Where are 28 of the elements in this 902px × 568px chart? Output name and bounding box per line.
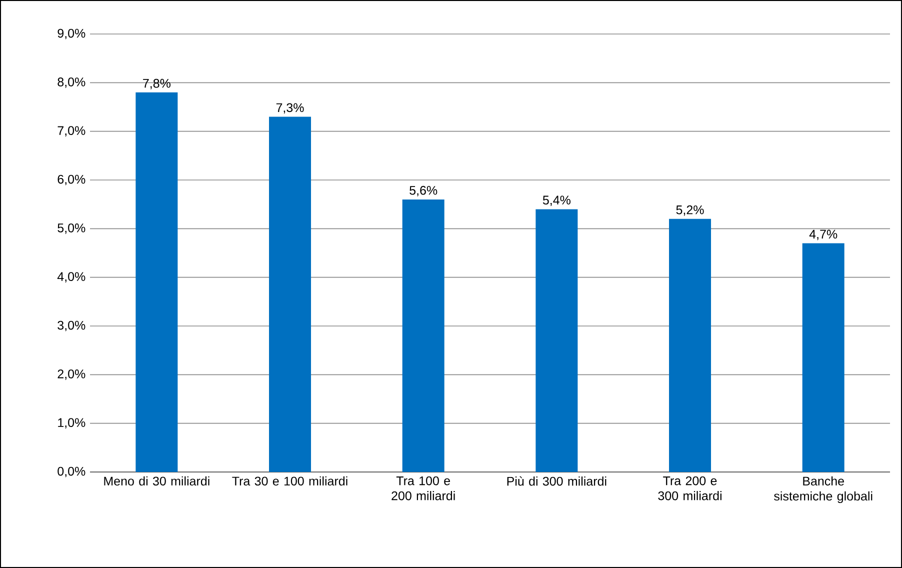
y-tick-label: 4,0% [57, 272, 86, 282]
bar [269, 116, 312, 472]
bar [136, 92, 178, 472]
data-label: 5,2% [676, 205, 704, 216]
y-tick-label: 2,0% [58, 369, 86, 380]
y-tick-label: 9,0% [58, 28, 86, 40]
y-tick-label: 8,0% [58, 78, 86, 88]
bar [802, 243, 844, 472]
y-tick-label: 6,0% [58, 174, 86, 186]
bar [536, 209, 578, 472]
data-label: 7,3% [276, 103, 304, 114]
data-label: 4,7% [809, 230, 838, 240]
y-tick-label: 7,0% [58, 126, 86, 136]
bar [669, 218, 712, 472]
data-label: 5,4% [542, 196, 570, 206]
y-tick-label: 5,0% [58, 224, 86, 234]
x-tick-label: Tra 200 e 300 miliardi [658, 476, 722, 500]
bar [402, 199, 444, 472]
x-tick-label: Tra 100 e 200 miliardi [392, 476, 455, 500]
y-tick-label: 1,0% [58, 418, 86, 428]
x-tick-label: Meno di 30 miliardi [104, 476, 210, 486]
y-tick-label: 0,0% [58, 466, 86, 478]
data-label: 7,8% [143, 78, 170, 90]
x-tick-label: Tra 30 e 100 miliardi [232, 476, 348, 486]
data-label: 5,6% [410, 186, 438, 196]
x-tick-label: Più di 300 miliardi [507, 476, 606, 486]
y-tick-label: 3,0% [58, 320, 86, 332]
x-tick-label: Banche sistemiche globali [774, 476, 872, 504]
